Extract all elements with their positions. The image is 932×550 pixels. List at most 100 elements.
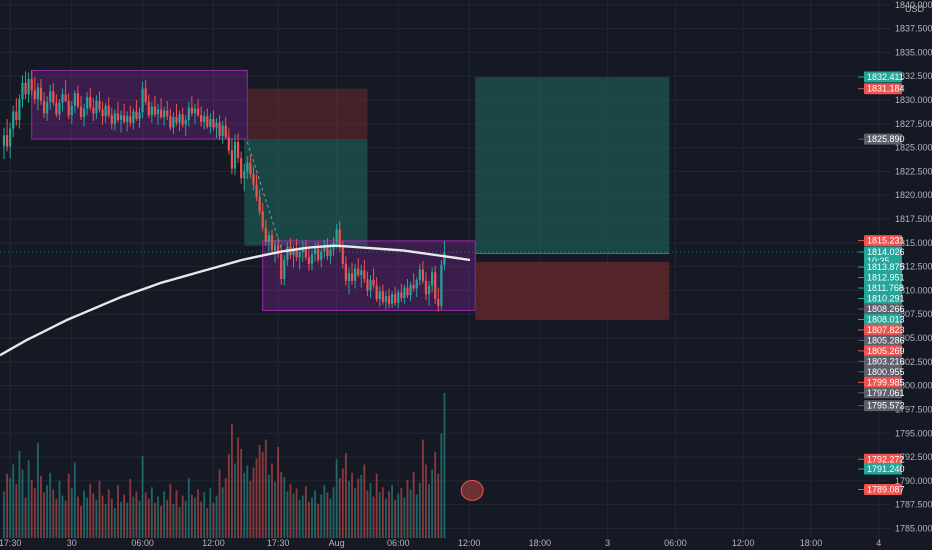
candle-body-106: [329, 249, 332, 257]
candle-body-17: [55, 102, 58, 115]
volume-bar-96: [298, 499, 301, 538]
volume-bar-119: [369, 483, 372, 538]
volume-bar-44: [138, 500, 141, 538]
volume-bar-65: [203, 492, 206, 538]
candle-body-15: [49, 91, 52, 102]
volume-bar-6: [21, 469, 24, 538]
volume-bar-104: [323, 485, 326, 538]
volume-bar-118: [366, 490, 369, 538]
candle-body-72: [224, 125, 227, 138]
volume-bar-113: [351, 472, 353, 538]
price-tag-value-7: 1811.768: [867, 283, 904, 293]
candle-body-51: [159, 109, 163, 118]
candle-body-131: [406, 287, 409, 296]
candle-body-30: [95, 100, 98, 114]
volume-bar-87: [271, 463, 273, 538]
price-tag-bg-7: [864, 282, 902, 294]
price-tick-0: 1785.000: [895, 523, 932, 533]
volume-bar-136: [421, 439, 424, 538]
candle-body-101: [313, 248, 317, 255]
volume-bar-45: [141, 456, 144, 538]
volume-bar-93: [289, 484, 292, 538]
candle-body-94: [292, 250, 295, 256]
trade-path-line: [246, 141, 282, 249]
price-tag-value-21: 1789.087: [867, 485, 905, 495]
volume-bar-53: [166, 499, 169, 538]
price-tag-value-13: 1805.269: [867, 346, 905, 356]
candle-body-65: [203, 116, 206, 122]
volume-bar-75: [234, 463, 236, 538]
volume-bar-134: [415, 494, 418, 538]
candle-body-71: [221, 125, 224, 137]
time-axis[interactable]: 17:30 30 06:00 12:00 17:30 Aug 06:00 12:00 18:00…: [0, 538, 932, 550]
volume-bar-114: [354, 488, 357, 538]
volume-bars: [3, 393, 446, 538]
volume-bar-19: [61, 495, 64, 538]
candle-body-143: [443, 252, 446, 265]
price-tag-value-19: 1792.272: [867, 454, 905, 464]
volume-bar-125: [388, 491, 390, 538]
volume-bar-24: [77, 496, 79, 538]
candle-body-77: [240, 158, 243, 179]
candle-body-84: [261, 211, 264, 228]
volume-bar-83: [258, 444, 261, 538]
volume-bar-3: [12, 464, 15, 538]
candle-body-115: [357, 268, 360, 276]
volume-bar-140: [434, 452, 437, 538]
volume-bar-129: [400, 488, 403, 538]
candle-body-68: [212, 119, 215, 128]
volume-bar-11: [36, 442, 39, 538]
candle-body-67: [209, 119, 212, 127]
price-tick-8: 1805.000: [895, 333, 932, 343]
candle-body-120: [372, 279, 375, 286]
candle-body-39: [123, 115, 126, 122]
volume-bar-101: [314, 490, 316, 538]
volume-bar-9: [30, 480, 33, 538]
volume-bar-39: [123, 494, 126, 538]
candle-body-13: [42, 100, 46, 114]
price-tag-bg-11: [864, 324, 902, 336]
candle-body-139: [431, 272, 434, 286]
time-tick-0: 17:30: [0, 538, 21, 548]
candle-body-6: [21, 82, 24, 100]
time-tick-6: 06:00: [387, 538, 410, 548]
volume-bar-130: [403, 497, 406, 538]
candle-body-31: [98, 100, 101, 110]
candle-body-36: [113, 113, 116, 124]
volume-bar-58: [181, 495, 184, 538]
price-tag-value-12: 1805.286: [867, 335, 905, 345]
candle-body-100: [310, 254, 314, 264]
candle-body-74: [230, 150, 234, 169]
volume-bar-72: [224, 477, 227, 538]
price-tag-bg-13: [864, 345, 902, 357]
time-tick-11: 12:00: [732, 538, 755, 548]
candle-body-57: [178, 114, 181, 123]
volume-bar-26: [83, 490, 85, 538]
candle-body-48: [150, 106, 153, 116]
price-tag-bg-14: [864, 355, 902, 367]
candle-body-3: [12, 111, 15, 129]
moving-average: [0, 244, 471, 357]
volume-bar-115: [357, 478, 360, 538]
volume-bar-69: [215, 495, 218, 538]
moving-average-line: [0, 244, 471, 357]
candle-body-111: [344, 263, 347, 281]
volume-bar-33: [104, 503, 107, 538]
price-tag-value-5: 1813.875: [867, 262, 905, 272]
candle-body-0: [2, 135, 6, 146]
price-tick-17: 1827.500: [895, 119, 932, 129]
price-tag-bg-12: [864, 334, 902, 346]
price-tick-5: 1797.500: [895, 404, 932, 414]
candle-body-64: [200, 115, 203, 122]
price-tag-bg-4: [864, 246, 902, 267]
volume-bar-100: [311, 497, 313, 538]
price-tick-15: 1822.500: [895, 166, 932, 176]
volume-bar-138: [428, 484, 430, 538]
volume-bar-112: [348, 481, 350, 538]
volume-bar-51: [160, 505, 162, 538]
volume-bar-54: [169, 484, 172, 538]
candle-body-96: [298, 252, 301, 258]
time-tick-7: 12:00: [458, 538, 481, 548]
